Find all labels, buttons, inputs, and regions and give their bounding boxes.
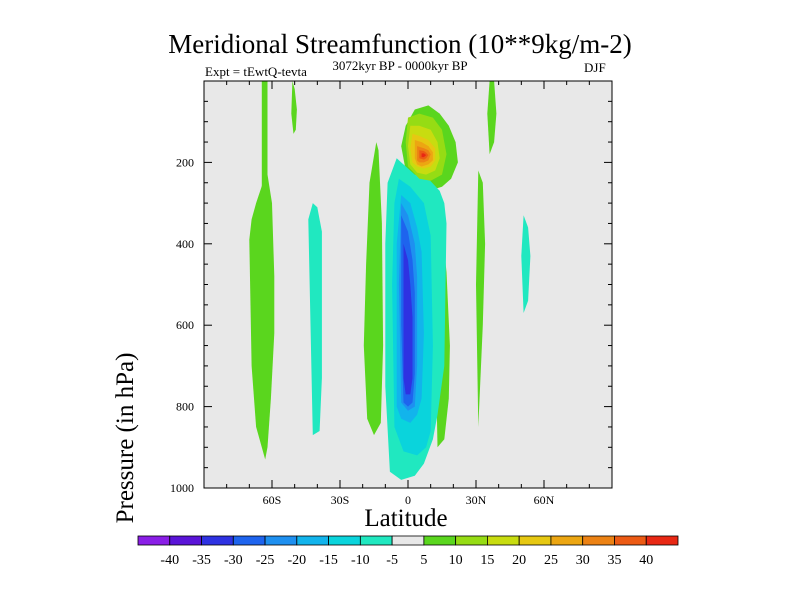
contour-region-8 <box>308 203 322 436</box>
contour-region-10 <box>521 215 531 313</box>
colorbar-label: -15 <box>319 553 338 568</box>
y-tick-label: 1000 <box>170 481 194 495</box>
colorbar-label: 15 <box>480 553 494 568</box>
colorbar-label: -35 <box>192 553 211 568</box>
colorbar-label: 25 <box>544 553 558 568</box>
colorbar-label: -40 <box>160 553 179 568</box>
colorbar-swatch <box>201 535 234 546</box>
x-tick-label: 30S <box>331 493 350 507</box>
y-tick-label: 400 <box>176 237 194 251</box>
colorbar-swatch <box>232 535 266 546</box>
x-axis-label: Latitude <box>364 505 448 532</box>
colorbar-swatch <box>264 535 298 546</box>
subtitle-experiment: Expt = tEwtQ-tevta <box>205 64 307 79</box>
contour-region-6 <box>487 81 497 155</box>
contour-regions <box>249 81 531 480</box>
colorbar-swatch <box>296 535 329 546</box>
subtitle-season: DJF <box>584 60 606 75</box>
colorbar-swatch <box>359 535 393 546</box>
contour-region-2 <box>291 81 297 134</box>
colorbar-label: 10 <box>449 553 463 568</box>
colorbar-swatch <box>137 535 171 546</box>
colorbar-swatch <box>614 535 647 546</box>
y-tick-label: 200 <box>176 155 194 169</box>
x-tick-label: 60N <box>534 493 555 507</box>
colorbar-swatch <box>645 535 679 546</box>
colorbar-swatch <box>518 535 552 546</box>
colorbar-swatch <box>582 535 615 546</box>
colorbar-swatch <box>169 535 202 546</box>
colorbar-swatch <box>391 535 425 546</box>
chart-title: Meridional Streamfunction (10**9kg/m-2) <box>168 29 632 59</box>
contour-region-15 <box>403 243 413 395</box>
x-tick-label: 60S <box>263 493 282 507</box>
colorbar-swatch <box>423 535 457 546</box>
colorbar-swatch <box>328 535 361 546</box>
colorbar-label: 40 <box>639 553 653 568</box>
contour-region-22 <box>421 153 427 158</box>
contour-region-7 <box>476 170 486 427</box>
colorbar-label: -5 <box>386 553 398 568</box>
colorbar-label: -20 <box>287 553 306 568</box>
contour-region-3 <box>363 142 384 436</box>
axis-ticks: 60S 30S 0 30N 60N 200 400 600 800 1000 <box>170 80 613 507</box>
colorbar-label: -30 <box>224 553 243 568</box>
colorbar-swatch <box>487 535 520 546</box>
colorbar-label: -10 <box>351 553 370 568</box>
colorbar-label: 20 <box>512 553 526 568</box>
colorbar-swatch <box>550 535 584 546</box>
colorbar-label: 35 <box>607 553 621 568</box>
colorbar-swatch <box>455 535 488 546</box>
colorbar-label: 30 <box>576 553 590 568</box>
x-tick-label: 30N <box>466 493 487 507</box>
x-tick-label: 0 <box>405 493 411 507</box>
colorbar: -40 -35 -30 -25 -20 -15 -10 -5 5 10 15 20 25 30 35 40 <box>137 535 679 568</box>
subtitle-period: 3072kyr BP - 0000kyr BP <box>332 58 468 73</box>
y-tick-label: 600 <box>176 318 194 332</box>
y-tick-label: 800 <box>176 400 194 414</box>
contour-region-1 <box>249 174 275 460</box>
colorbar-label: -25 <box>256 553 275 568</box>
colorbar-label: 5 <box>420 553 427 568</box>
